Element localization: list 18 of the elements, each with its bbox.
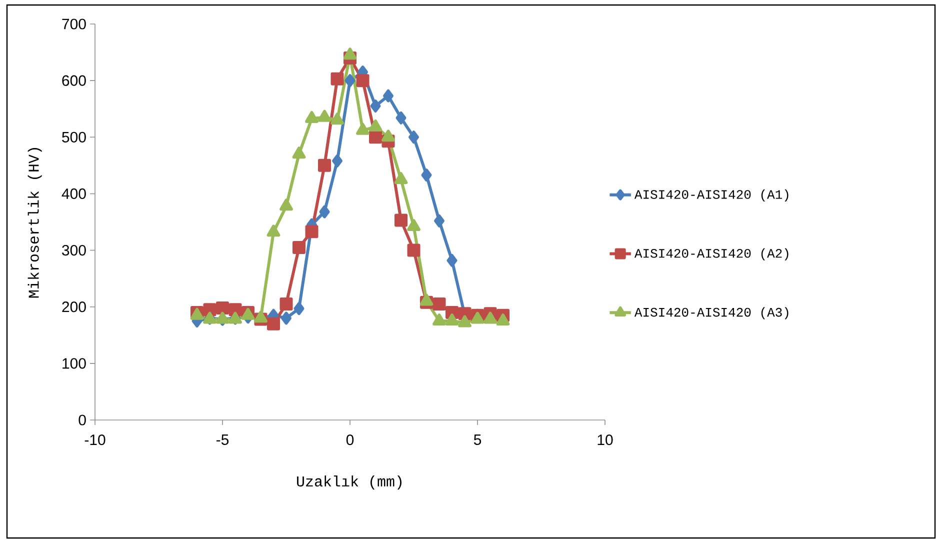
y-tick-label: 600	[62, 75, 86, 86]
y-tick-label: 400	[62, 188, 86, 200]
legend-label: AISI420-AISI420 (A2)	[634, 248, 788, 260]
y-tick-label: 0	[78, 414, 86, 426]
y-tick-label: 200	[62, 302, 86, 312]
y-tick-label: 100	[62, 358, 86, 369]
y-axis-title: Mikrosertlik (HV)	[28, 148, 42, 298]
y-tick-label: 500	[62, 132, 86, 142]
x-axis-title: Uzaklık (mm)	[297, 476, 402, 490]
x-tick-label: 10	[598, 434, 613, 446]
x-tick-label: 0	[346, 434, 354, 446]
x-tick-label: 5	[474, 434, 482, 445]
y-tick-label: 700	[62, 18, 86, 30]
legend-label: AISI420-AISI420 (A1)	[634, 189, 788, 202]
x-tick-label: -5	[216, 434, 229, 445]
x-tick-label: -10	[84, 434, 106, 446]
y-tick-label: 300	[62, 244, 86, 256]
legend-label: AISI420-AISI420 (A3)	[634, 307, 788, 320]
